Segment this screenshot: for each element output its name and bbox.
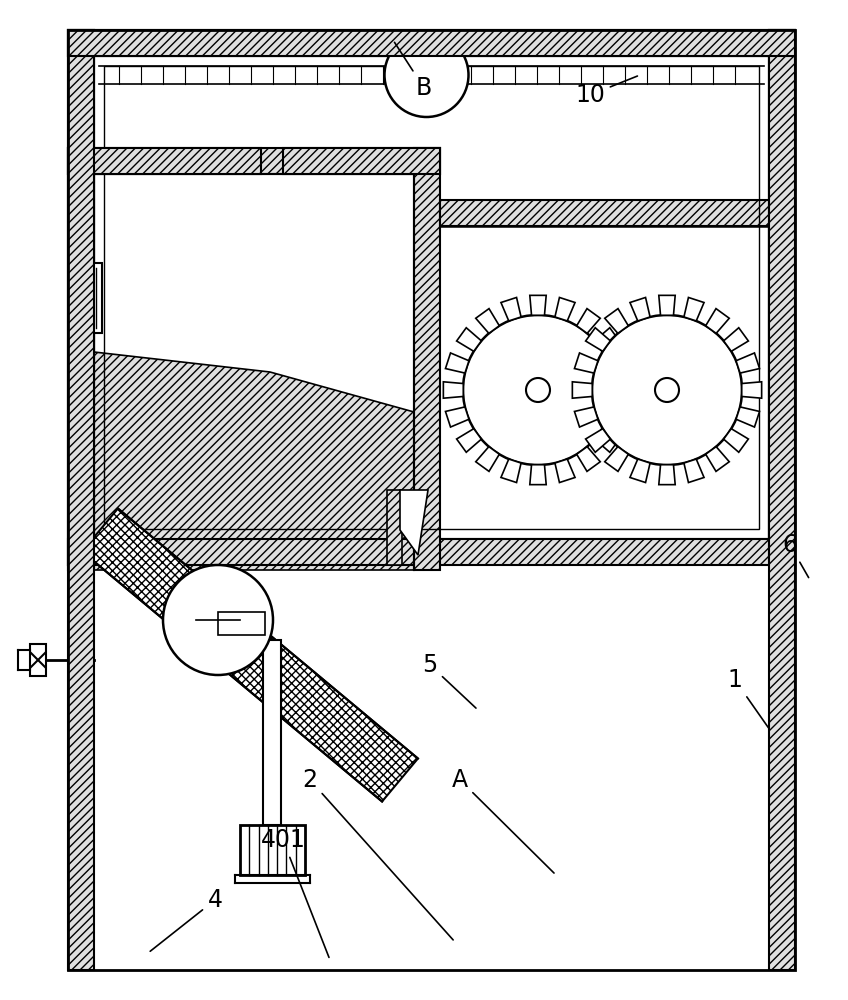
Polygon shape <box>577 309 600 333</box>
Bar <box>68 30 795 56</box>
Bar <box>414 148 440 570</box>
Circle shape <box>655 378 679 402</box>
Polygon shape <box>555 297 575 321</box>
Bar <box>387 490 402 565</box>
Bar <box>440 200 795 226</box>
Polygon shape <box>456 429 482 452</box>
Text: 401: 401 <box>260 828 329 957</box>
Bar <box>68 30 795 970</box>
Bar <box>104 66 759 529</box>
Bar <box>440 226 769 560</box>
Polygon shape <box>736 407 760 427</box>
Circle shape <box>592 315 742 465</box>
Polygon shape <box>723 328 749 351</box>
Polygon shape <box>501 459 521 483</box>
Polygon shape <box>577 447 600 471</box>
Polygon shape <box>605 447 628 471</box>
Circle shape <box>463 315 613 465</box>
Polygon shape <box>574 407 598 427</box>
Circle shape <box>526 378 550 402</box>
Circle shape <box>384 33 468 117</box>
Polygon shape <box>530 295 546 315</box>
Bar <box>92 262 102 332</box>
Bar <box>68 148 94 570</box>
Polygon shape <box>594 328 619 351</box>
Bar <box>68 148 261 174</box>
Polygon shape <box>630 459 650 483</box>
Text: 10: 10 <box>575 76 638 107</box>
Bar <box>769 30 795 565</box>
Polygon shape <box>630 297 650 321</box>
Polygon shape <box>605 309 628 333</box>
Text: 2: 2 <box>303 768 453 940</box>
Bar <box>68 30 795 56</box>
Polygon shape <box>445 353 469 373</box>
Polygon shape <box>400 490 428 555</box>
Polygon shape <box>572 382 592 398</box>
Polygon shape <box>501 297 521 321</box>
Polygon shape <box>586 328 611 351</box>
Polygon shape <box>613 382 633 398</box>
Bar <box>68 539 795 565</box>
Polygon shape <box>456 328 482 351</box>
Bar <box>263 640 281 825</box>
Bar <box>769 200 795 560</box>
Polygon shape <box>445 407 469 427</box>
Bar <box>769 30 795 970</box>
Bar <box>68 30 94 565</box>
Text: B: B <box>394 42 432 100</box>
Polygon shape <box>607 353 631 373</box>
Polygon shape <box>476 447 499 471</box>
Polygon shape <box>607 407 631 427</box>
Polygon shape <box>555 459 575 483</box>
Polygon shape <box>94 352 414 570</box>
Polygon shape <box>594 429 619 452</box>
Polygon shape <box>723 429 749 452</box>
Bar <box>30 644 46 676</box>
Polygon shape <box>476 309 499 333</box>
Polygon shape <box>574 353 598 373</box>
Circle shape <box>163 565 273 675</box>
Polygon shape <box>742 382 762 398</box>
Polygon shape <box>706 309 729 333</box>
Polygon shape <box>444 382 463 398</box>
Polygon shape <box>659 465 675 485</box>
Text: A: A <box>452 768 554 873</box>
Polygon shape <box>659 295 675 315</box>
Text: 6: 6 <box>783 533 809 578</box>
Bar <box>283 148 440 174</box>
Text: 1: 1 <box>728 668 768 728</box>
Bar <box>240 825 305 875</box>
Bar <box>94 56 769 539</box>
Text: 5: 5 <box>422 653 476 708</box>
Bar <box>218 612 265 635</box>
Bar <box>406 68 456 82</box>
Polygon shape <box>586 429 611 452</box>
Polygon shape <box>684 459 704 483</box>
Bar <box>94 174 414 570</box>
Polygon shape <box>736 353 760 373</box>
Polygon shape <box>82 508 418 802</box>
Polygon shape <box>530 465 546 485</box>
Bar <box>68 30 94 970</box>
Polygon shape <box>684 297 704 321</box>
Bar <box>423 60 439 68</box>
Text: 4: 4 <box>150 888 222 951</box>
Bar <box>68 148 440 174</box>
Polygon shape <box>706 447 729 471</box>
